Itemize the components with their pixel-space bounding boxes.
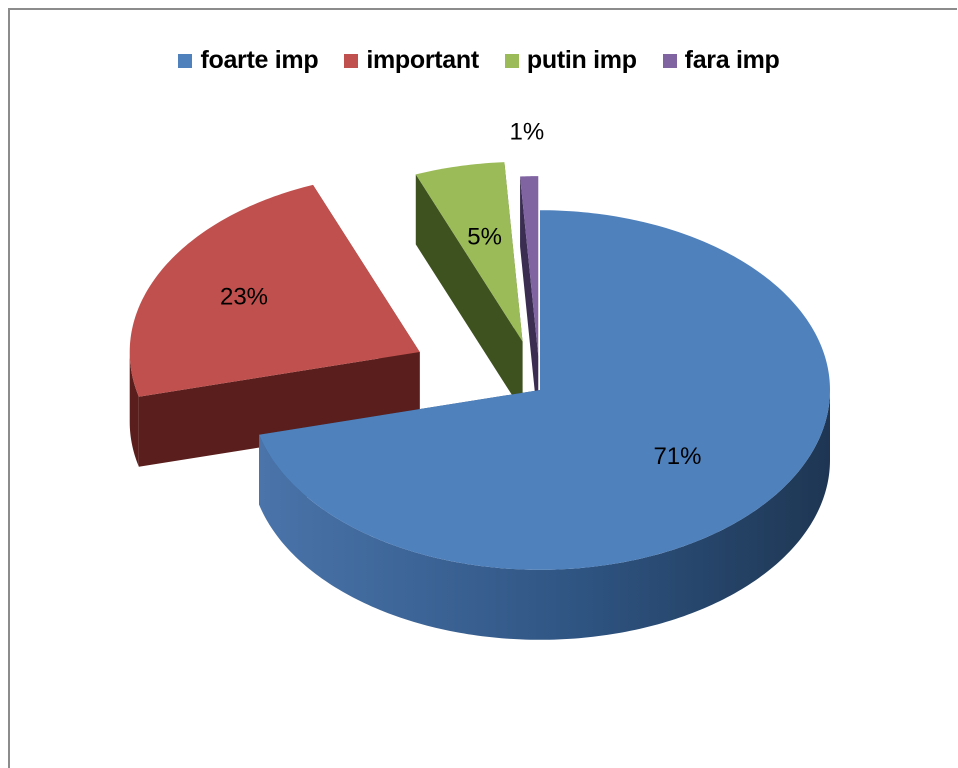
slice-fara-imp-side-start bbox=[520, 176, 539, 426]
legend-label: important bbox=[366, 46, 479, 74]
slice-putin-imp-side-start bbox=[415, 174, 523, 412]
data-label: 1% bbox=[510, 118, 545, 145]
legend-swatch bbox=[662, 53, 677, 68]
legend-item-foarte-imp: foarte imp bbox=[178, 46, 319, 75]
legend-label: fara imp bbox=[684, 46, 780, 74]
data-label: 5% bbox=[467, 223, 502, 250]
legend-item-putin-imp: putin imp bbox=[504, 46, 637, 75]
data-label: 23% bbox=[220, 283, 268, 310]
legend-label: foarte imp bbox=[200, 46, 319, 74]
slice-fara-imp bbox=[520, 176, 539, 356]
legend-swatch bbox=[344, 53, 359, 68]
data-label: 71% bbox=[653, 443, 701, 470]
slice-important bbox=[129, 184, 420, 397]
legend-swatch bbox=[504, 53, 519, 68]
legend-swatch bbox=[178, 53, 193, 68]
legend-item-fara-imp: fara imp bbox=[662, 46, 780, 75]
slice-putin-imp bbox=[415, 162, 523, 342]
slice-important-side-start bbox=[138, 352, 420, 467]
legend-item-important: important bbox=[344, 46, 479, 75]
legend-label: putin imp bbox=[526, 46, 637, 74]
slice-foarte-imp-wall bbox=[259, 390, 831, 640]
slice-important-wall bbox=[129, 352, 139, 467]
legend: foarte imp important putin imp fara imp bbox=[0, 46, 958, 75]
slice-foarte-imp bbox=[259, 210, 830, 570]
